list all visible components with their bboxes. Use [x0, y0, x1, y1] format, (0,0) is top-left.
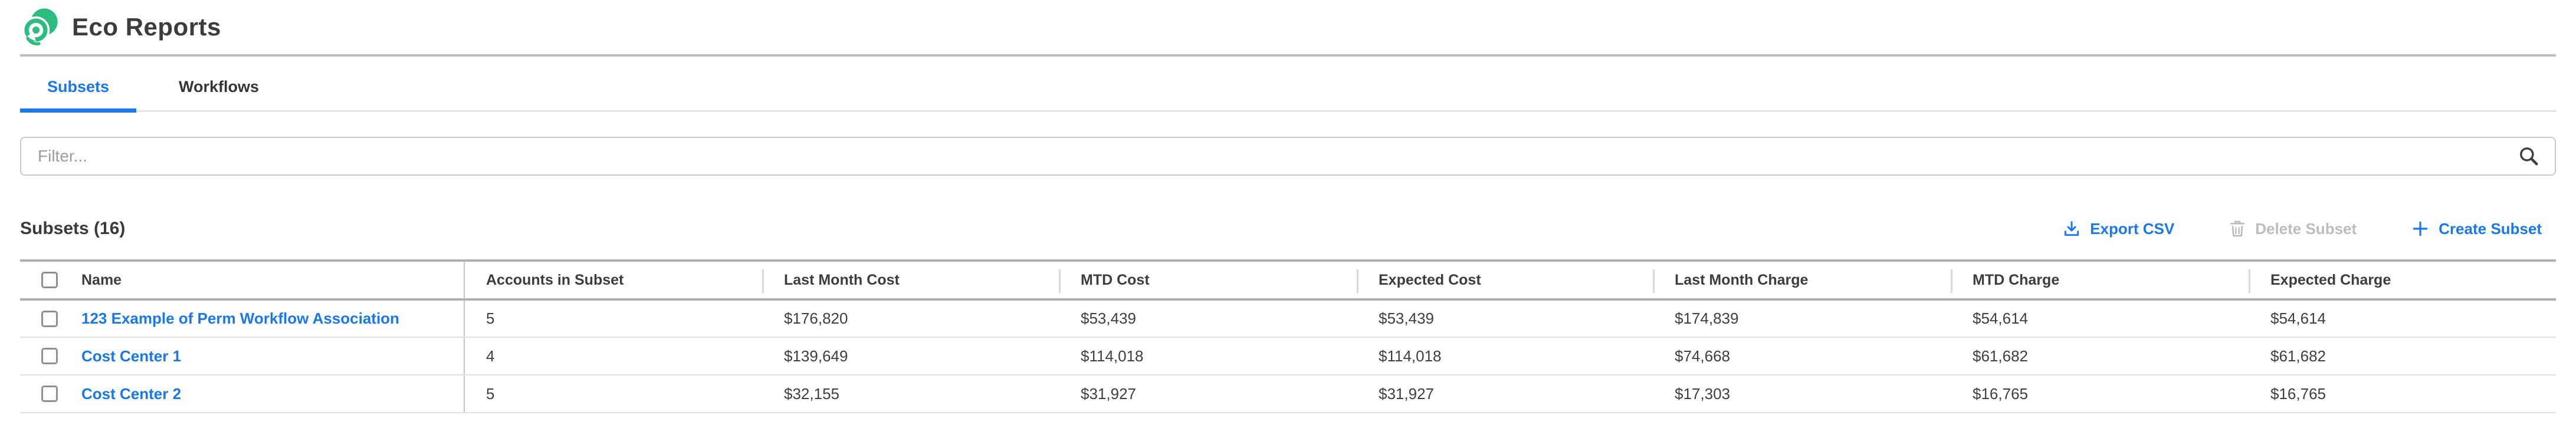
header-name-label: Name	[81, 271, 122, 288]
tab-workflows[interactable]: Workflows	[179, 78, 260, 95]
last-month-charge-cell: $17,303	[1653, 375, 1951, 413]
header-name: Name	[20, 261, 465, 301]
app-header: Eco Reports	[20, 0, 2556, 57]
trash-icon	[2230, 220, 2245, 237]
expected-cost-cell: $114,018	[1357, 337, 1653, 375]
expected-charge-cell: $16,765	[2249, 375, 2556, 413]
search-icon[interactable]	[2518, 146, 2539, 167]
toolbar: Subsets (16) Export CSV Delete Subset	[20, 217, 2556, 240]
create-subset-button[interactable]: Create Subset	[2411, 219, 2542, 238]
export-csv-button[interactable]: Export CSV	[2062, 219, 2174, 238]
mtd-charge-cell: $54,614	[1951, 299, 2249, 338]
export-csv-label: Export CSV	[2090, 219, 2175, 238]
expected-charge-cell: $61,682	[2249, 337, 2556, 375]
eco-logo-icon	[22, 8, 58, 45]
filter-bar	[20, 137, 2556, 176]
table-header-row: Name Accounts in Subset Last Month Cost …	[20, 261, 2556, 301]
header-mtd-cost: MTD Cost	[1059, 261, 1357, 301]
row-checkbox[interactable]	[41, 386, 58, 402]
subsets-table: Name Accounts in Subset Last Month Cost …	[20, 259, 2556, 413]
accounts-cell: 4	[464, 337, 763, 375]
tab-bar: Subsets Workflows	[20, 57, 2556, 113]
mtd-charge-cell: $16,765	[1951, 375, 2249, 413]
name-cell: Cost Center 1	[20, 337, 465, 375]
header-expected-charge: Expected Charge	[2249, 261, 2556, 301]
row-checkbox[interactable]	[41, 310, 58, 327]
mtd-cost-cell: $31,927	[1059, 375, 1357, 413]
delete-subset-button[interactable]: Delete Subset	[2229, 219, 2357, 238]
select-all-checkbox[interactable]	[41, 272, 58, 288]
delete-subset-label: Delete Subset	[2255, 219, 2357, 238]
download-icon	[2065, 221, 2079, 236]
toolbar-actions: Export CSV Delete Subset Create Subset	[2062, 219, 2556, 238]
mtd-charge-cell: $61,682	[1951, 337, 2249, 375]
subset-name-link[interactable]: 123 Example of Perm Workflow Association	[81, 309, 399, 327]
page: Eco Reports Subsets Workflows Subsets (1…	[20, 0, 2556, 413]
row-checkbox[interactable]	[41, 348, 58, 364]
last-month-cost-cell: $32,155	[763, 375, 1059, 413]
tab-subsets[interactable]: Subsets	[20, 78, 137, 113]
last-month-cost-cell: $139,649	[763, 337, 1059, 375]
subset-name-link[interactable]: Cost Center 2	[81, 384, 182, 403]
accounts-cell: 5	[464, 375, 763, 413]
filter-input[interactable]	[20, 137, 2556, 176]
last-month-cost-cell: $176,820	[763, 299, 1059, 338]
expected-cost-cell: $31,927	[1357, 375, 1653, 413]
last-month-charge-cell: $174,839	[1653, 299, 1951, 338]
table-row: Cost Center 1 4 $139,649 $114,018 $114,0…	[20, 337, 2556, 375]
name-cell: 123 Example of Perm Workflow Association	[20, 299, 465, 338]
header-mtd-charge: MTD Charge	[1951, 261, 2249, 301]
subset-name-link[interactable]: Cost Center 1	[81, 347, 182, 365]
name-cell: Cost Center 2	[20, 375, 465, 413]
create-subset-label: Create Subset	[2439, 219, 2542, 238]
mtd-cost-cell: $114,018	[1059, 337, 1357, 375]
section-title: Subsets (16)	[20, 219, 126, 238]
expected-charge-cell: $54,614	[2249, 299, 2556, 338]
table-row: 123 Example of Perm Workflow Association…	[20, 299, 2556, 338]
header-expected-cost: Expected Cost	[1357, 261, 1653, 301]
header-accounts-in-subset: Accounts in Subset	[464, 261, 763, 301]
mtd-cost-cell: $53,439	[1059, 299, 1357, 338]
header-last-month-cost: Last Month Cost	[762, 261, 1059, 301]
last-month-charge-cell: $74,668	[1653, 337, 1951, 375]
plus-icon	[2413, 221, 2428, 236]
table-row: Cost Center 2 5 $32,155 $31,927 $31,927 …	[20, 375, 2556, 413]
expected-cost-cell: $53,439	[1357, 299, 1653, 338]
page-title: Eco Reports	[72, 13, 221, 41]
accounts-cell: 5	[464, 299, 763, 338]
header-last-month-charge: Last Month Charge	[1653, 261, 1951, 301]
